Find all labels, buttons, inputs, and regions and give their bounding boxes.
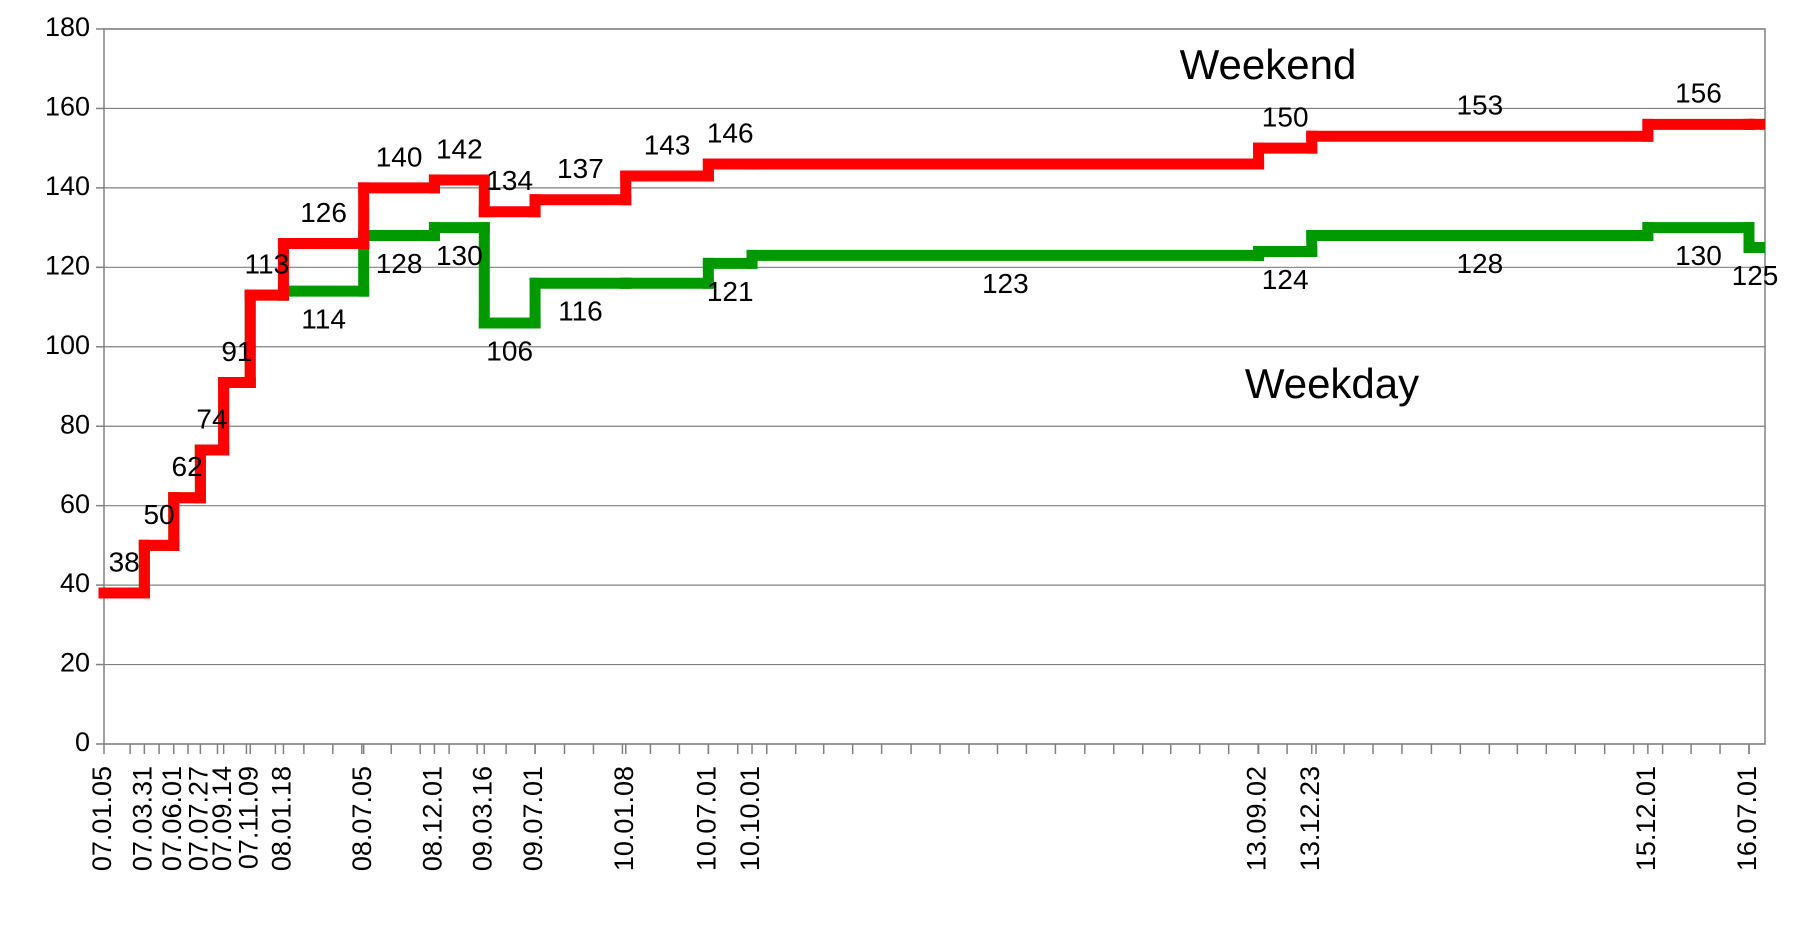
x-tick-label: 13.09.02	[1242, 766, 1272, 871]
x-tick-label: 07.01.05	[87, 766, 117, 871]
data-label: 38	[109, 546, 140, 577]
data-label: 128	[376, 248, 423, 279]
x-tick-label: 09.03.16	[467, 766, 497, 871]
data-label: 142	[436, 133, 483, 164]
data-label: 140	[376, 141, 423, 172]
data-label: 153	[1456, 90, 1503, 121]
series-label: Weekend	[1180, 41, 1357, 88]
data-label: 91	[221, 336, 252, 367]
y-tick-label: 120	[45, 250, 90, 280]
x-tick-label: 10.07.01	[691, 766, 721, 871]
data-label: 50	[143, 499, 174, 530]
data-label: 130	[1675, 240, 1722, 271]
y-tick-label: 0	[75, 727, 90, 757]
data-label: 130	[436, 240, 483, 271]
data-label: 124	[1262, 264, 1309, 295]
x-tick-label: 08.07.05	[347, 766, 377, 871]
x-tick-label: 15.12.01	[1631, 766, 1661, 871]
x-tick-label: 13.12.23	[1295, 766, 1325, 871]
data-label: 113	[245, 249, 290, 280]
x-tick-label: 07.11.09	[233, 766, 263, 869]
data-label: 143	[644, 129, 691, 160]
data-label: 137	[557, 153, 604, 184]
data-label: 74	[196, 403, 227, 434]
x-tick-label: 07.07.27	[183, 766, 213, 871]
plot-area	[103, 28, 1766, 745]
x-tick-label: 08.01.18	[267, 766, 297, 871]
x-tick-label: 07.06.01	[157, 766, 187, 871]
data-label: 114	[301, 304, 346, 335]
y-tick-label: 180	[45, 12, 90, 42]
series-label: Weekday	[1245, 360, 1419, 407]
data-label: 156	[1675, 78, 1722, 109]
data-label: 123	[982, 268, 1029, 299]
data-label: 116	[558, 296, 603, 327]
data-label: 121	[707, 276, 754, 307]
y-tick-label: 80	[60, 409, 90, 439]
x-tick-label: 07.09.14	[207, 766, 237, 871]
data-label: 150	[1262, 102, 1309, 133]
data-label: 125	[1732, 260, 1779, 291]
x-tick-label: 07.03.31	[127, 766, 157, 871]
data-label: 134	[486, 165, 533, 196]
x-tick-label: 16.07.01	[1732, 766, 1762, 871]
y-tick-label: 40	[60, 568, 90, 598]
y-tick-label: 60	[60, 489, 90, 519]
data-label: 62	[172, 451, 203, 482]
y-tick-label: 160	[45, 92, 90, 122]
y-tick-label: 140	[45, 171, 90, 201]
data-label: 106	[486, 335, 533, 366]
data-label: 146	[707, 117, 754, 148]
x-tick-label: 10.01.08	[609, 766, 639, 871]
x-tick-label: 09.07.01	[518, 766, 548, 871]
y-tick-label: 100	[45, 330, 90, 360]
y-tick-label: 20	[60, 648, 90, 678]
x-tick-label: 08.12.01	[418, 766, 448, 871]
data-label: 126	[300, 197, 347, 228]
data-label: 128	[1456, 248, 1503, 279]
x-tick-label: 10.10.01	[735, 766, 765, 871]
